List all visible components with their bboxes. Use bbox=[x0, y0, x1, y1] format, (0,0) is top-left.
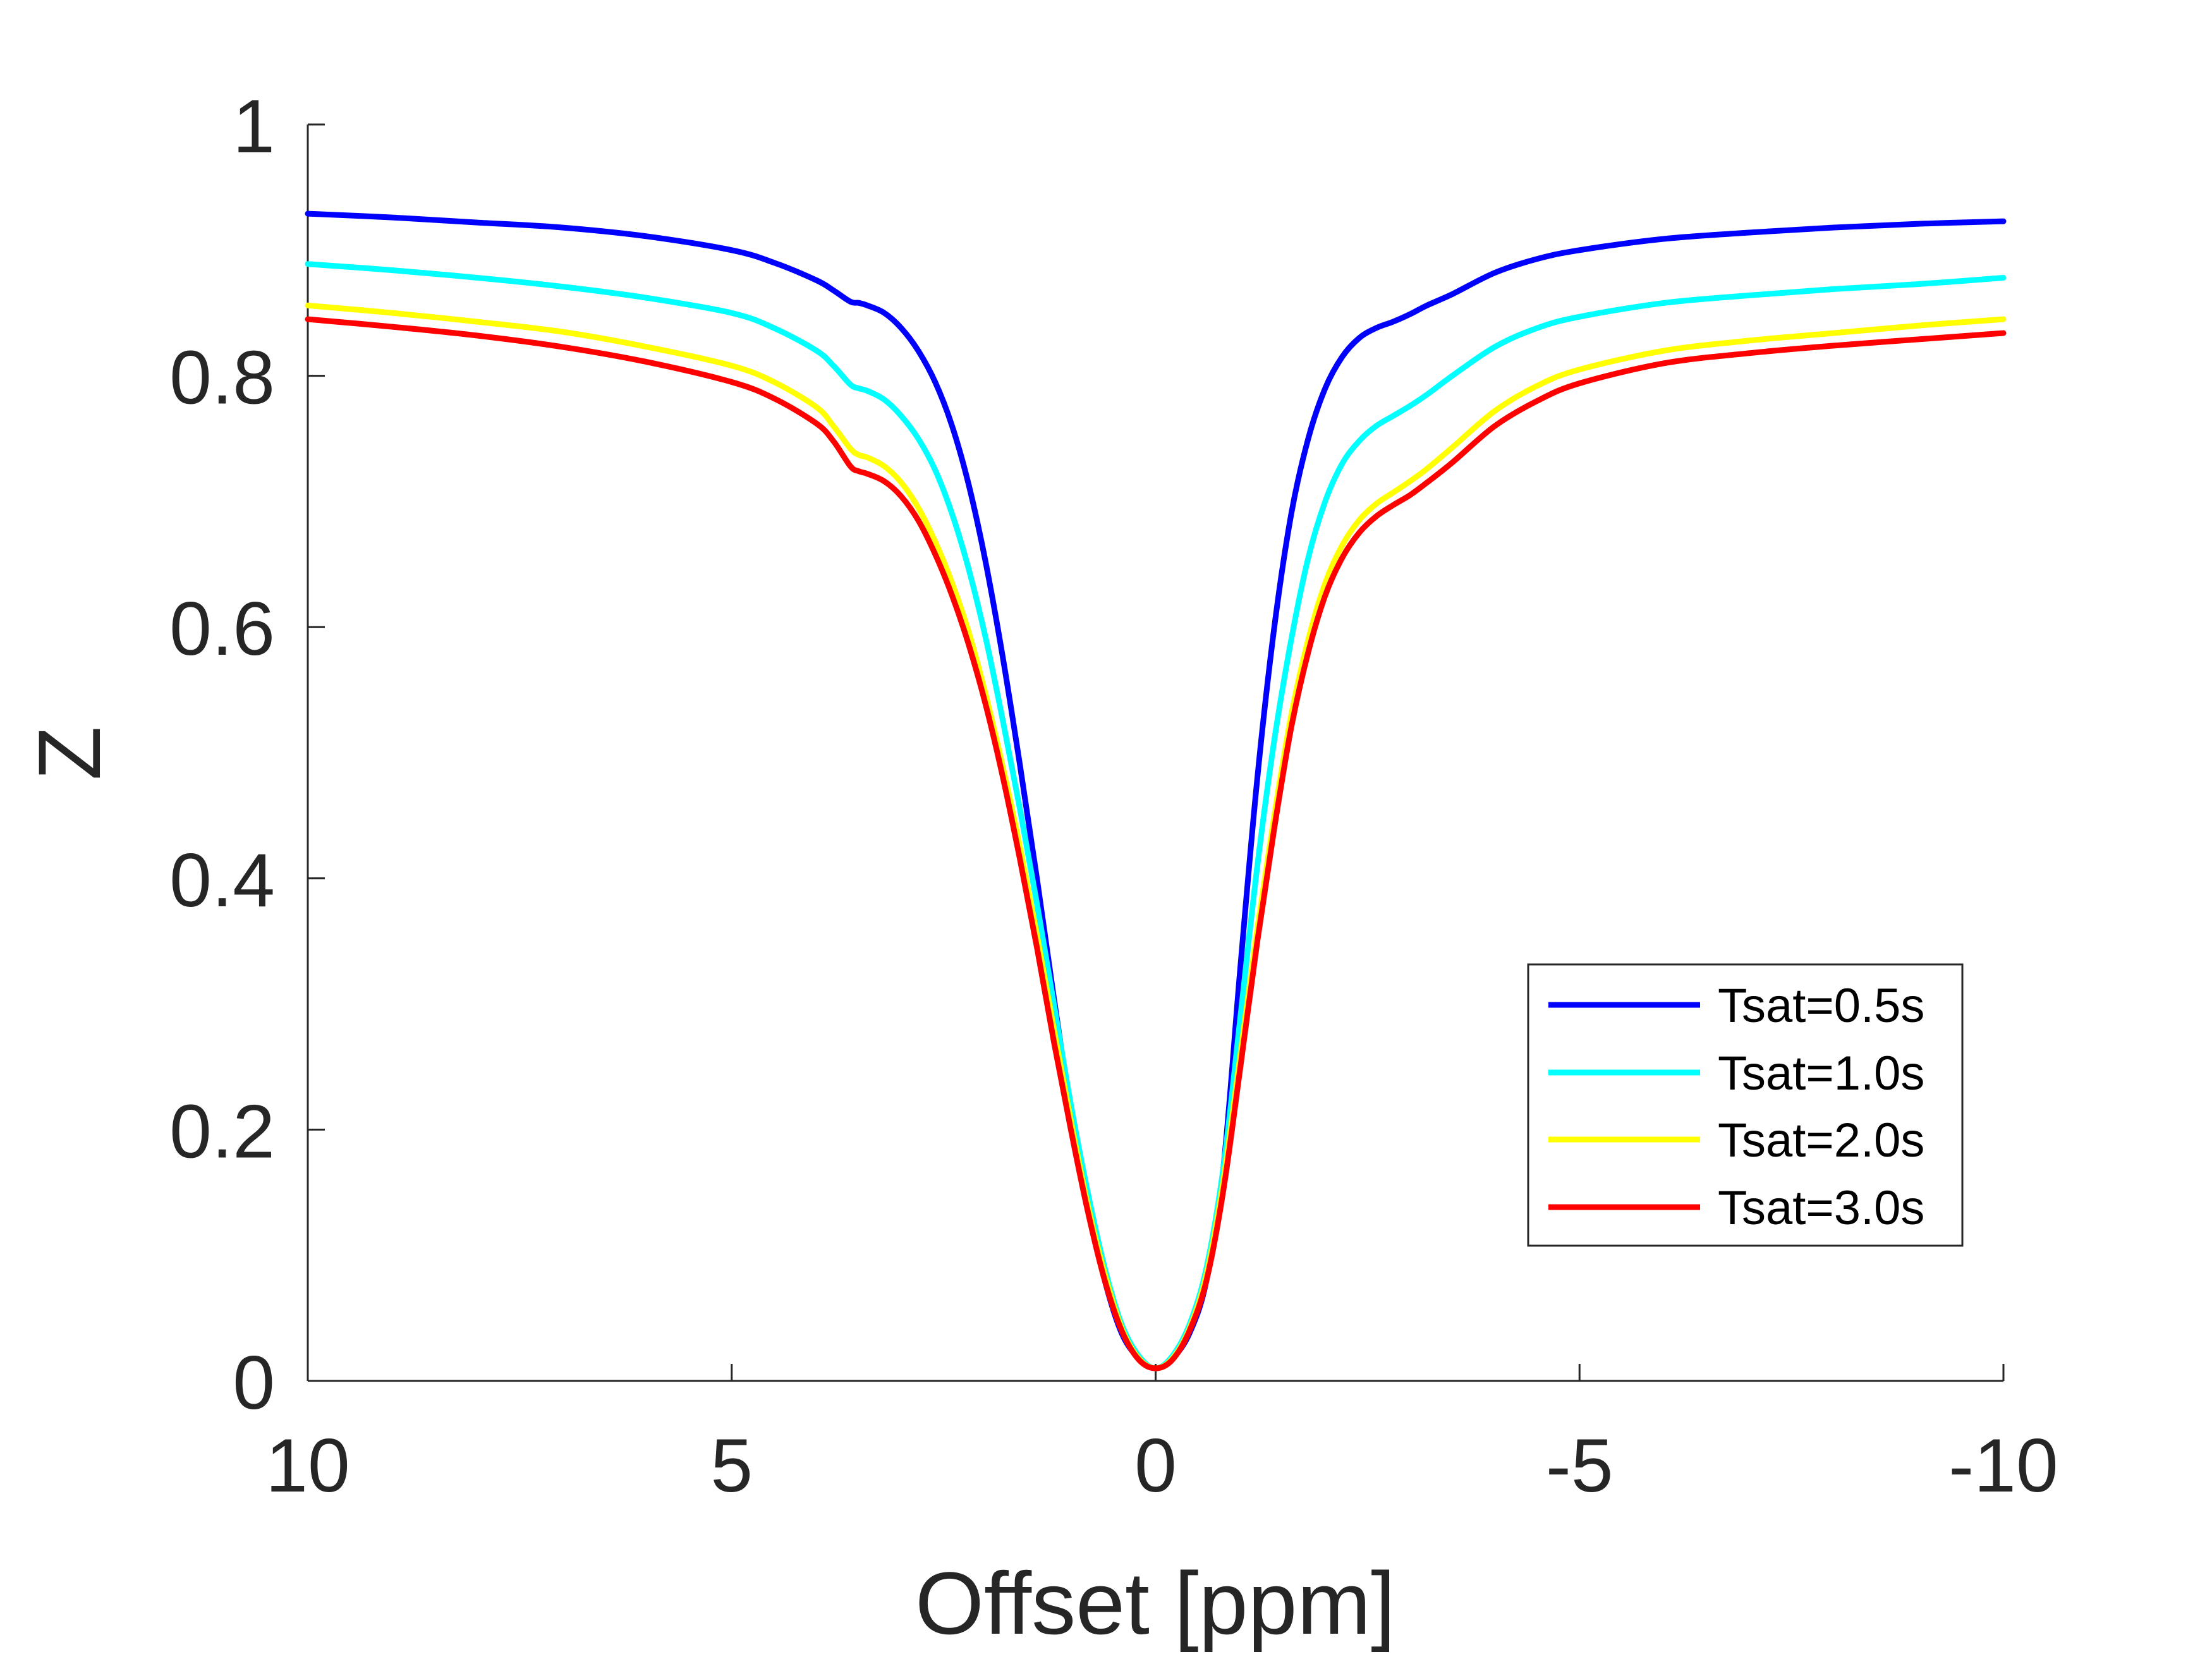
y-tick-label: 0.8 bbox=[169, 336, 275, 420]
x-tick-label: -10 bbox=[1948, 1423, 2058, 1508]
legend-label-4: Tsat=3.0s bbox=[1718, 1181, 1924, 1235]
legend-label-1: Tsat=0.5s bbox=[1718, 979, 1924, 1033]
x-tick-label: 10 bbox=[265, 1423, 349, 1508]
y-tick-label: 0.2 bbox=[169, 1089, 275, 1174]
series-line-4 bbox=[305, 316, 2007, 1371]
y-tick-label: 0.4 bbox=[169, 838, 275, 923]
x-tick-label: 5 bbox=[710, 1423, 753, 1508]
x-ticks: 10 5 0 -5 -10 bbox=[265, 1364, 2058, 1508]
legend-label-2: Tsat=1.0s bbox=[1718, 1047, 1924, 1100]
legend-items: Tsat=0.5s Tsat=1.0s Tsat=2.0s Tsat=3.0s bbox=[1548, 979, 1924, 1235]
y-tick-label: 1 bbox=[233, 84, 275, 169]
series-group bbox=[305, 210, 2007, 1371]
y-ticks: 0 0.2 0.4 0.6 0.8 1 bbox=[169, 84, 325, 1425]
x-tick-label: 0 bbox=[1134, 1423, 1177, 1508]
legend-box bbox=[1527, 963, 1964, 1247]
legend-label-3: Tsat=2.0s bbox=[1718, 1114, 1924, 1167]
y-tick-label: 0.6 bbox=[169, 586, 275, 671]
legend: Tsat=0.5s Tsat=1.0s Tsat=2.0s Tsat=3.0s bbox=[1527, 963, 1964, 1247]
x-axis-title: Offset [ppm] bbox=[915, 1553, 1395, 1653]
x-tick-label: -5 bbox=[1546, 1423, 1613, 1508]
y-tick-label: 0 bbox=[233, 1340, 275, 1425]
y-axis-title: Z bbox=[20, 726, 119, 781]
